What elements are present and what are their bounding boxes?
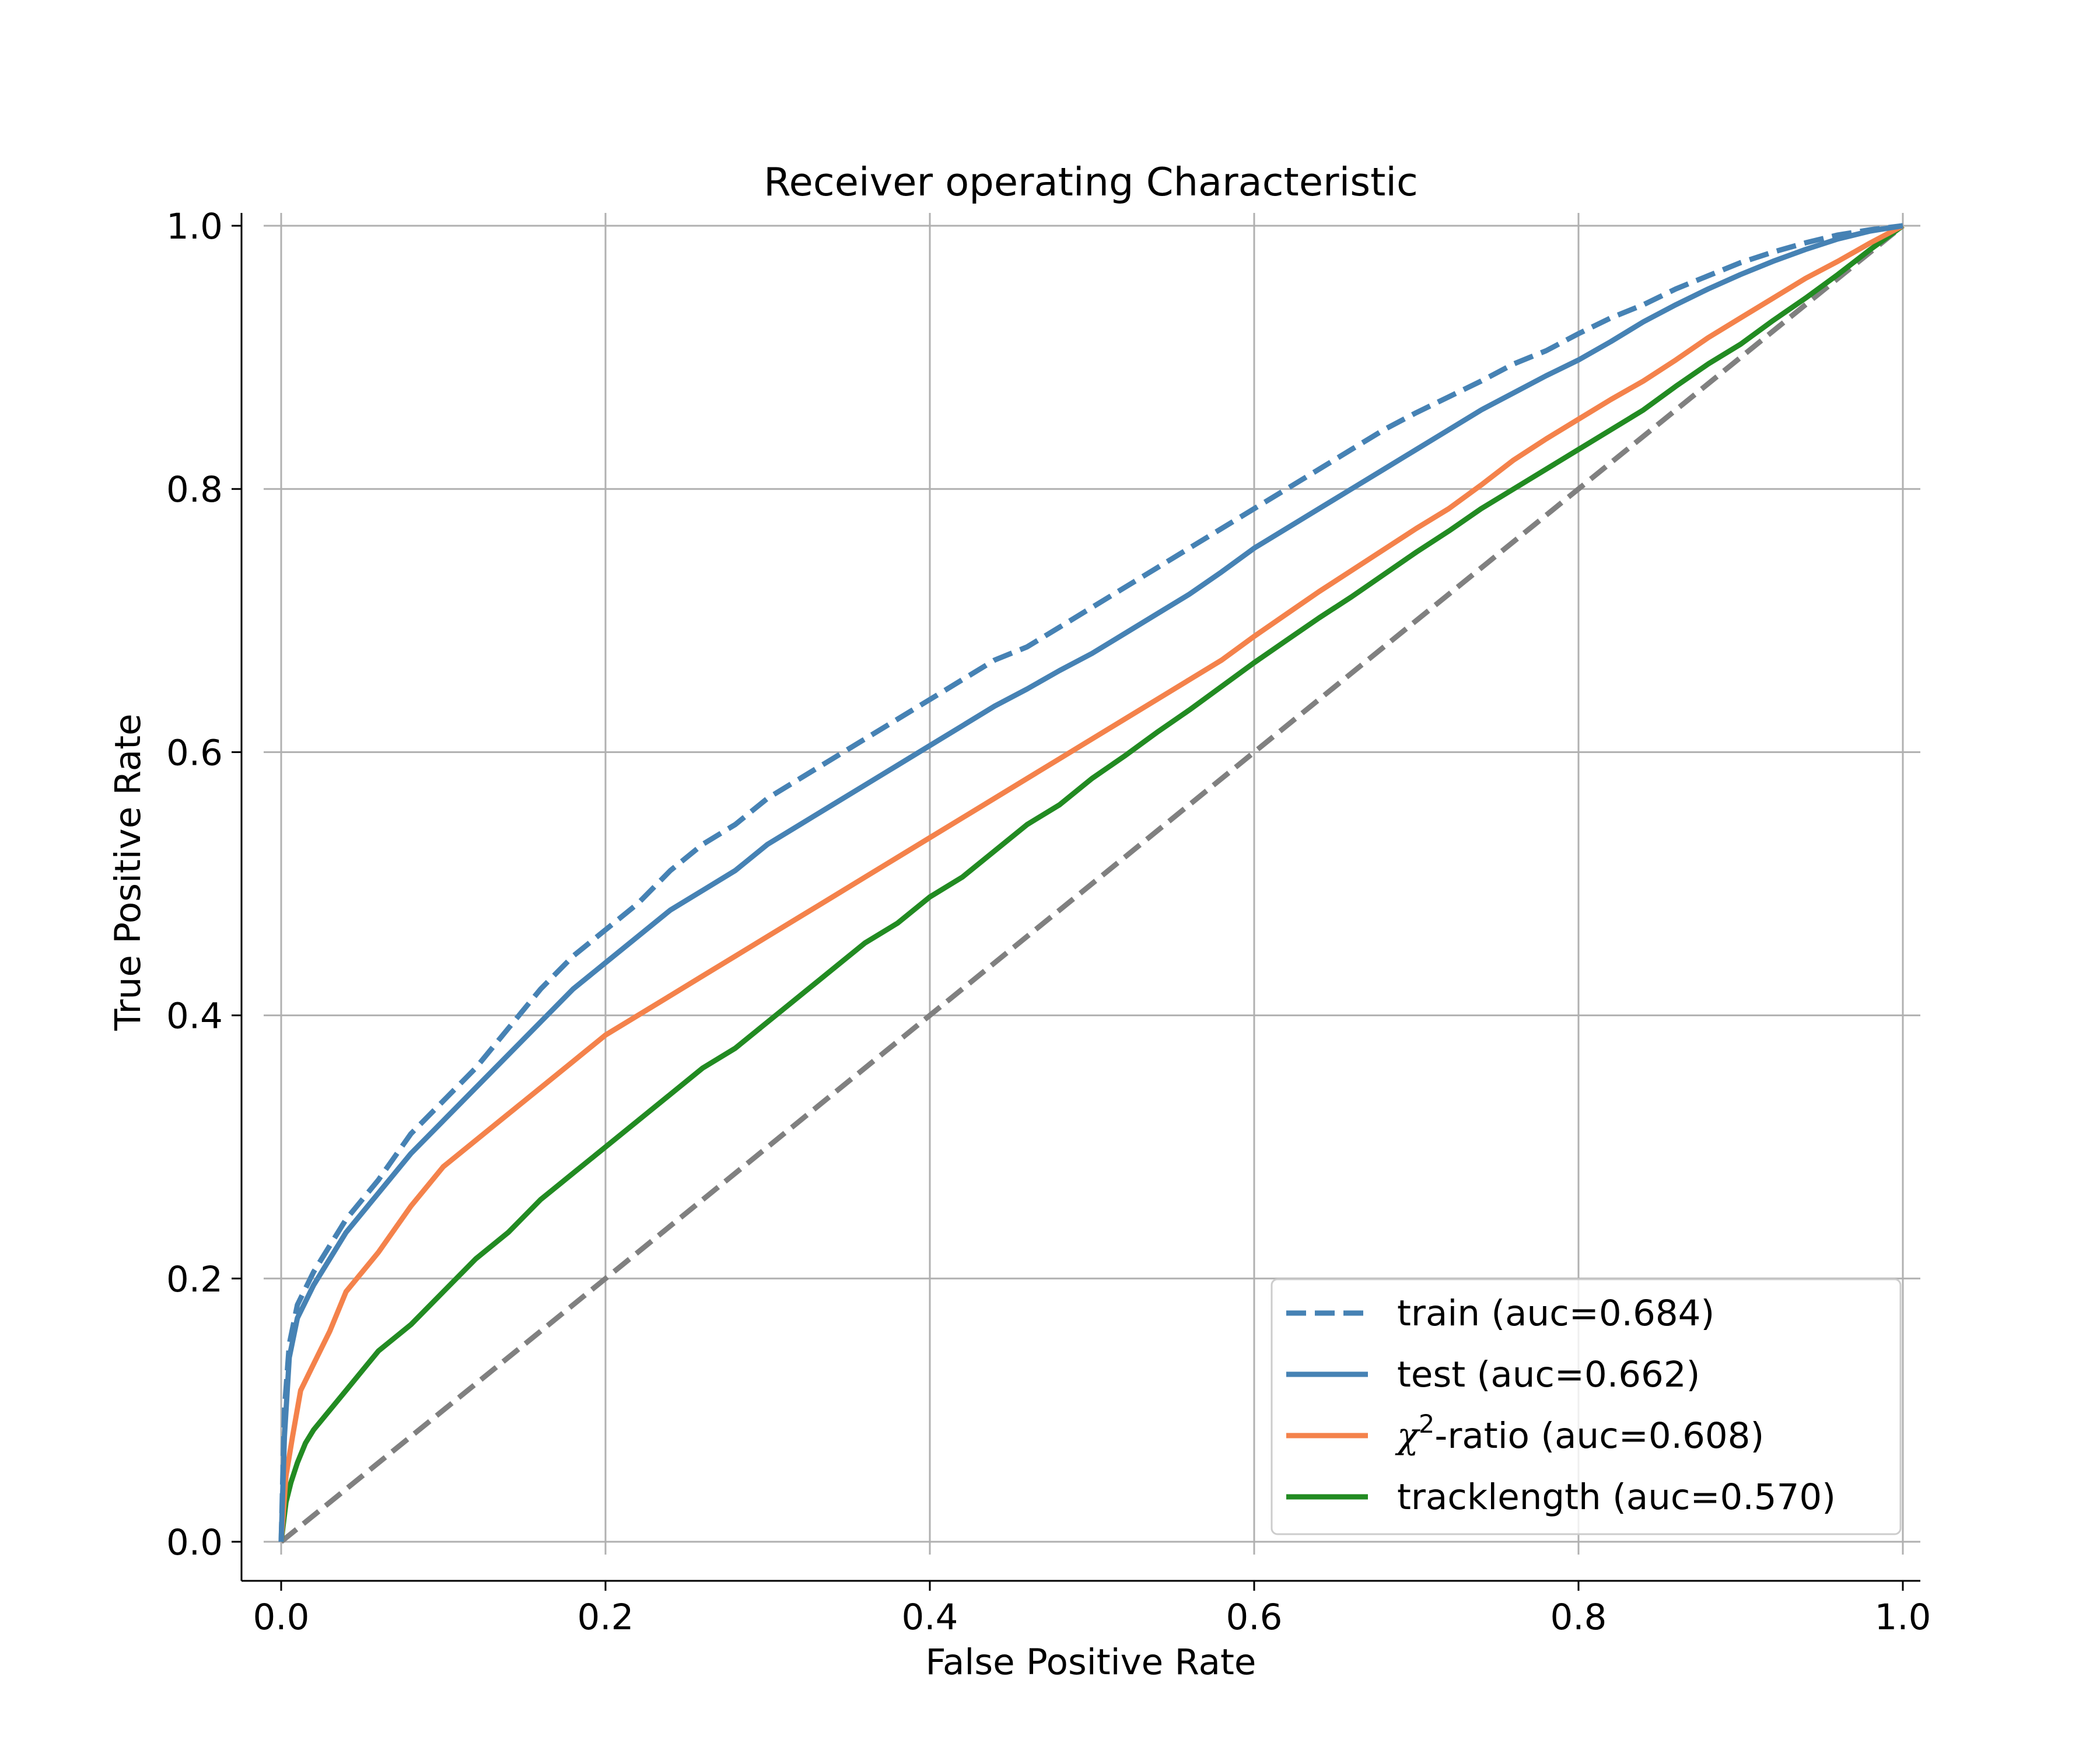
legend-entry-label: train (auc=0.684) — [1397, 1293, 1714, 1334]
series-lines — [278, 223, 1905, 1544]
y-tick-label: 0.6 — [166, 732, 223, 774]
chart-title: Receiver operating Characteristic — [764, 159, 1418, 205]
legend-text: tracklength (auc=0.570) — [1397, 1476, 1836, 1518]
legend-entry-label: χ2-ratio (auc=0.608) — [1395, 1410, 1764, 1457]
legend-text: train (auc=0.684) — [1397, 1293, 1714, 1334]
y-tick-label: 0.8 — [166, 469, 223, 510]
legend-text: -ratio (auc=0.608) — [1434, 1415, 1764, 1457]
legend-superscript: 2 — [1419, 1410, 1434, 1439]
series-line-1 — [278, 223, 1903, 1542]
x-tick-label: 1.0 — [1874, 1597, 1931, 1638]
legend-entry-label: test (auc=0.662) — [1397, 1354, 1700, 1395]
x-tick-label: 0.0 — [253, 1597, 309, 1638]
axes-spines — [240, 213, 1920, 1582]
axis-ticks: 0.0 0.2 0.4 0.6 0.8 1.0 0.0 0.2 0.4 0.6 0.8 1.0 — [166, 206, 1931, 1638]
x-axis-label: False Positive Rate — [926, 1642, 1256, 1683]
y-tick-label: 0.4 — [166, 996, 223, 1037]
legend-entry-label: tracklength (auc=0.570) — [1397, 1476, 1836, 1518]
legend-symbol: χ — [1395, 1415, 1420, 1457]
y-tick-label: 1.0 — [166, 206, 223, 247]
y-axis-label: True Positive Rate — [107, 713, 149, 1031]
x-tick-label: 0.2 — [577, 1597, 634, 1638]
x-tick-label: 0.4 — [901, 1597, 958, 1638]
series-line-2 — [278, 223, 1905, 1542]
series-line-4 — [279, 223, 1905, 1544]
legend-frame — [1270, 1278, 1902, 1535]
legend: train (auc=0.684) test (auc=0.662) χ2-rati… — [1270, 1278, 1902, 1535]
series-line-0 — [278, 223, 1903, 1542]
y-tick-label: 0.2 — [166, 1259, 223, 1300]
grid-lines — [264, 213, 1920, 1555]
x-tick-label: 0.8 — [1550, 1597, 1606, 1638]
x-tick-label: 0.6 — [1226, 1597, 1282, 1638]
legend-text: test (auc=0.662) — [1397, 1354, 1700, 1395]
series-line-3 — [278, 223, 1905, 1542]
y-tick-label: 0.0 — [166, 1522, 223, 1563]
